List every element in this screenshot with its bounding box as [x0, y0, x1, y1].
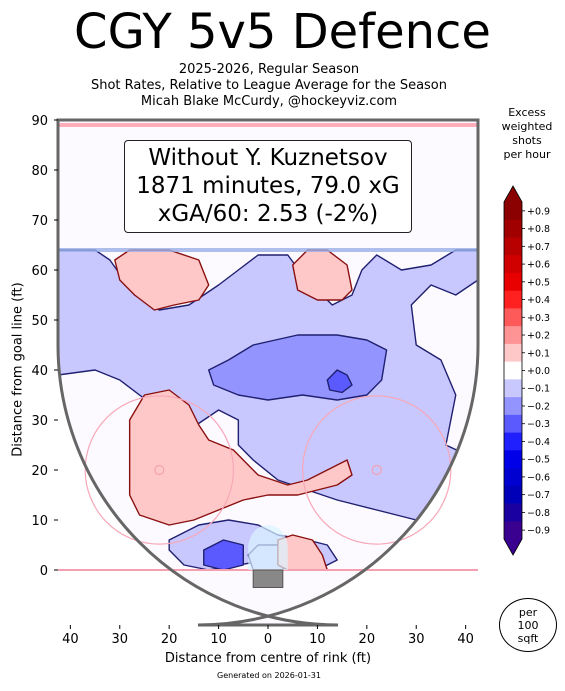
colorbar-tick-label: +0.1 — [527, 348, 550, 359]
y-tick-label: 30 — [31, 414, 48, 429]
colorbar-swatch — [504, 273, 522, 291]
x-tick-label: 20 — [359, 632, 376, 647]
colorbar-tick-label: −0.6 — [527, 472, 550, 483]
colorbar-swatch — [504, 521, 522, 539]
colorbar-tick-label: +0.4 — [527, 295, 550, 306]
colorbar-tick-label: +0.8 — [527, 224, 550, 235]
y-tick-label: 20 — [31, 464, 48, 479]
colorbar-tick-label: +0.3 — [527, 313, 550, 324]
x-tick-label: 40 — [62, 632, 79, 647]
colorbar-tick-label: +0.7 — [527, 242, 550, 253]
per-badge-line: sqft — [518, 632, 539, 645]
colorbar-swatch — [504, 237, 522, 255]
goal-crease — [248, 525, 288, 570]
colorbar-swatch — [504, 362, 522, 380]
y-tick-label: 40 — [31, 364, 48, 379]
colorbar-tick-label: +0.5 — [527, 277, 550, 288]
per-100-sqft-badge: per 100 sqft — [499, 598, 557, 652]
colorbar-swatch — [504, 468, 522, 486]
colorbar-tick-label: −0.7 — [527, 490, 550, 501]
x-tick-label: 0 — [264, 632, 272, 647]
info-box-player: Without Y. Kuznetsov — [125, 144, 411, 172]
y-tick-label: 80 — [31, 164, 48, 179]
colorbar-tick-label: +0.6 — [527, 260, 550, 271]
colorbar-swatch — [504, 415, 522, 433]
colorbar-tick-label: −0.4 — [527, 437, 550, 448]
per-badge-line: per — [518, 606, 539, 619]
colorbar-swatch — [504, 379, 522, 397]
colorbar-swatch — [504, 220, 522, 238]
colorbar-tick-label: −0.5 — [527, 455, 550, 466]
colorbar-title-line: shots — [492, 134, 562, 148]
per-badge-line: 100 — [518, 619, 539, 632]
x-axis-label: Distance from centre of rink (ft) — [58, 651, 478, 666]
colorbar-tick-label: −0.9 — [527, 526, 550, 537]
y-tick-label: 90 — [31, 114, 48, 129]
info-box-minutes: 1871 minutes, 79.0 xG — [125, 172, 411, 200]
colorbar-tick-label: +0.2 — [527, 331, 550, 342]
colorbar-bottom-extension — [504, 539, 522, 555]
colorbar-tick-label: −0.8 — [527, 508, 550, 519]
colorbar-swatch — [504, 486, 522, 504]
colorbar-top-extension — [504, 186, 522, 202]
generated-date: Generated on 2026-01-31 — [0, 671, 538, 680]
colorbar-title-line: weighted — [492, 120, 562, 134]
goal-net — [253, 570, 283, 588]
colorbar-swatch — [504, 308, 522, 326]
x-tick-label: 10 — [210, 632, 227, 647]
colorbar-swatch — [504, 255, 522, 273]
colorbar-tick-label: −0.3 — [527, 419, 550, 430]
colorbar-swatch — [504, 291, 522, 309]
x-tick-label: 30 — [111, 632, 128, 647]
y-tick-label: 10 — [31, 514, 48, 529]
colorbar-swatch — [504, 344, 522, 362]
colorbar-title-line: Excess — [492, 106, 562, 120]
y-tick-label: 50 — [31, 314, 48, 329]
colorbar-swatch — [504, 202, 522, 220]
info-box-xga: xGA/60: 2.53 (-2%) — [125, 200, 411, 228]
colorbar-swatch — [504, 450, 522, 468]
colorbar-title: Excess weighted shots per hour — [492, 106, 562, 162]
y-tick-label: 0 — [40, 564, 48, 579]
colorbar-swatch — [504, 433, 522, 451]
colorbar-swatch — [504, 504, 522, 522]
colorbar-tick-label: +0.9 — [527, 206, 550, 217]
colorbar: +0.9 +0.8 +0.7 +0.6 +0.5 +0.4 +0.3 +0.2 +0.1 +0.0… — [504, 186, 550, 555]
colorbar-swatch — [504, 326, 522, 344]
y-axis-label: Distance from goal line (ft) — [11, 245, 26, 495]
x-tick-label: 30 — [408, 632, 425, 647]
x-tick-label: 40 — [457, 632, 474, 647]
x-tick-label: 10 — [309, 632, 326, 647]
colorbar-tick-label: −0.1 — [527, 384, 550, 395]
colorbar-swatch — [504, 397, 522, 415]
colorbar-tick-label: +0.0 — [527, 366, 550, 377]
info-box: Without Y. Kuznetsov 1871 minutes, 79.0 … — [124, 140, 412, 233]
y-tick-label: 60 — [31, 264, 48, 279]
colorbar-tick-label: −0.2 — [527, 401, 550, 412]
x-tick-label: 20 — [161, 632, 178, 647]
colorbar-title-line: per hour — [492, 148, 562, 162]
y-tick-label: 70 — [31, 214, 48, 229]
